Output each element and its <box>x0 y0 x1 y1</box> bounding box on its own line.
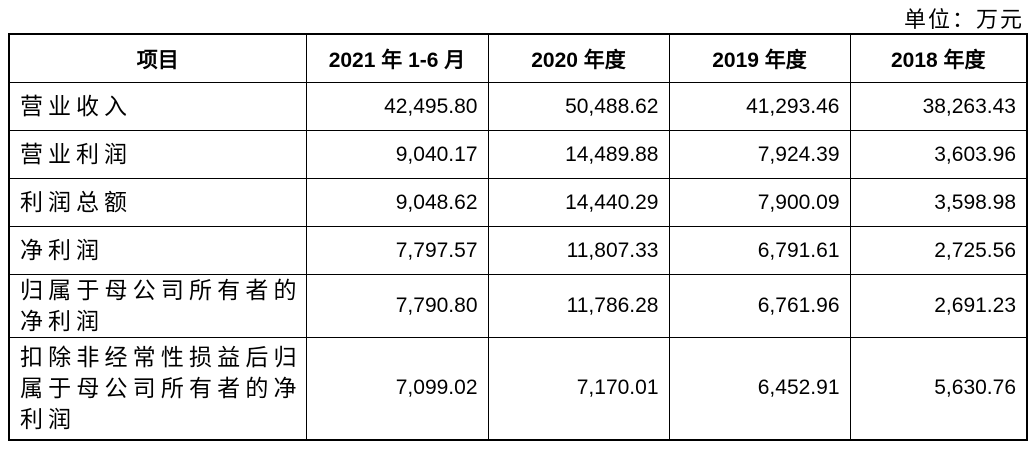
column-header: 2018 年度 <box>849 33 1028 83</box>
cell-value: 2,691.23 <box>849 274 1028 338</box>
cell-value: 14,489.88 <box>487 130 670 179</box>
cell-value: 50,488.62 <box>487 82 670 131</box>
column-header: 2021 年 1-6 月 <box>305 33 489 83</box>
cell-value: 9,040.17 <box>305 130 489 179</box>
cell-value: 38,263.43 <box>849 82 1028 131</box>
header-row: 项目 2021 年 1-6 月 2020 年度 2019 年度 2018 年度 <box>8 33 1028 83</box>
table-body: 营业收入 42,495.80 50,488.62 41,293.46 38,263.43… <box>8 82 1028 440</box>
column-header: 2020 年度 <box>487 33 670 83</box>
cell-value: 3,603.96 <box>849 130 1028 179</box>
unit-label: 单位：万元 <box>903 7 1024 32</box>
cell-value: 6,761.96 <box>668 274 851 338</box>
table-row: 扣除非经常性损益后归属于母公司所有者的净利润 7,099.02 7,170.01 6,… <box>8 337 1028 440</box>
cell-value: 7,900.09 <box>668 178 851 227</box>
table-row: 营业收入 42,495.80 50,488.62 41,293.46 38,263.43 <box>8 82 1028 131</box>
table-row: 归属于母公司所有者的净利润 7,790.80 11,786.28 6,761.96 2,… <box>8 274 1028 338</box>
row-label: 营业收入 <box>8 82 307 131</box>
cell-value: 7,924.39 <box>668 130 851 179</box>
cell-value: 41,293.46 <box>668 82 851 131</box>
cell-value: 9,048.62 <box>305 178 489 227</box>
cell-value: 11,786.28 <box>487 274 670 338</box>
cell-value: 11,807.33 <box>487 226 670 275</box>
cell-value: 6,791.61 <box>668 226 851 275</box>
table-row: 营业利润 9,040.17 14,489.88 7,924.39 3,603.96 <box>8 130 1028 179</box>
table-row: 净利润 7,797.57 11,807.33 6,791.61 2,725.56 <box>8 226 1028 275</box>
column-header: 项目 <box>8 33 307 83</box>
row-label: 归属于母公司所有者的净利润 <box>8 274 307 338</box>
cell-value: 14,440.29 <box>487 178 670 227</box>
row-label: 扣除非经常性损益后归属于母公司所有者的净利润 <box>8 337 307 440</box>
row-label: 营业利润 <box>8 130 307 179</box>
cell-value: 7,797.57 <box>305 226 489 275</box>
cell-value: 6,452.91 <box>668 337 851 440</box>
cell-value: 2,725.56 <box>849 226 1028 275</box>
row-label: 净利润 <box>8 226 307 275</box>
table-row: 利润总额 9,048.62 14,440.29 7,900.09 3,598.98 <box>8 178 1028 227</box>
cell-value: 5,630.76 <box>849 337 1028 440</box>
data-table: 项目 2021 年 1-6 月 2020 年度 2019 年度 2018 年度 营业收入… <box>8 33 1028 441</box>
cell-value: 7,790.80 <box>305 274 489 338</box>
cell-value: 7,099.02 <box>305 337 489 440</box>
column-header: 2019 年度 <box>668 33 851 83</box>
cell-value: 3,598.98 <box>849 178 1028 227</box>
cell-value: 7,170.01 <box>487 337 670 440</box>
row-label: 利润总额 <box>8 178 307 227</box>
cell-value: 42,495.80 <box>305 82 489 131</box>
